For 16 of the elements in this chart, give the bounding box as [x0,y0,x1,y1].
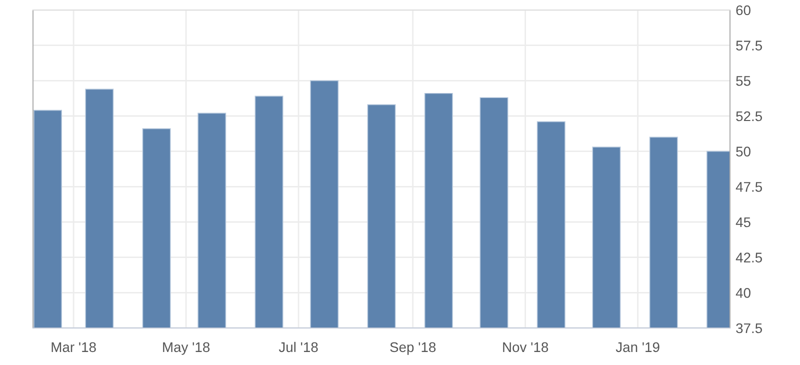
y-tick-label: 60 [736,5,750,16]
y-tick-label: 55 [736,76,750,86]
x-tick-label: Mar '18 [52,342,96,352]
x-tick-label: Nov '18 [503,342,548,352]
x-tick-label: Sep '18 [390,342,436,355]
x-tick-label: Jul '18 [278,342,318,352]
x-tick-label: Jan '19 [616,342,660,352]
y-tick-label: 57.5 [736,40,762,51]
y-tick-label: 37.5 [736,323,762,334]
y-tick-label: 50 [736,146,750,157]
y-tick-label: 42.5 [736,252,762,263]
y-tick-label: 52.5 [736,111,762,122]
y-tick-label: 45 [736,217,750,228]
y-tick-label: 47.5 [736,182,762,192]
x-tick-label: May '18 [163,342,210,355]
y-tick-label: 40 [736,288,750,298]
